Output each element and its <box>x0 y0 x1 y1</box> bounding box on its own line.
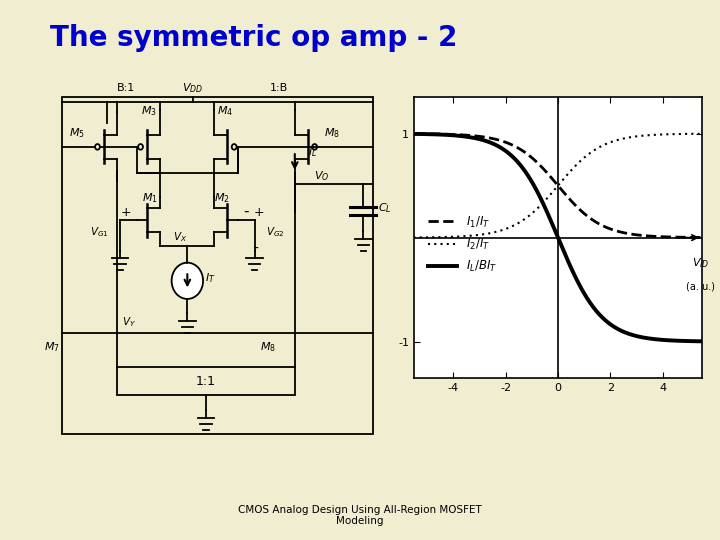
Text: B:1: B:1 <box>117 83 135 93</box>
Text: $V_O$: $V_O$ <box>313 169 329 183</box>
Text: $M_2$: $M_2$ <box>214 191 229 205</box>
Text: +: + <box>121 206 132 219</box>
Circle shape <box>232 144 237 150</box>
Text: The symmetric op amp - 2: The symmetric op amp - 2 <box>50 24 458 52</box>
Legend: $I_1/I_T$, $I_2/I_T$, $I_L/BI_T$: $I_1/I_T$, $I_2/I_T$, $I_L/BI_T$ <box>423 210 503 279</box>
Text: $C_L$: $C_L$ <box>378 201 392 214</box>
Circle shape <box>312 144 317 150</box>
Text: $M_8$: $M_8$ <box>260 340 276 354</box>
Text: $I_T$: $I_T$ <box>205 271 216 285</box>
Text: $V_X$: $V_X$ <box>173 230 187 244</box>
Text: $M_5$: $M_5$ <box>68 126 84 140</box>
Text: 1:1: 1:1 <box>196 375 216 388</box>
Circle shape <box>138 144 143 150</box>
Text: $M_8$: $M_8$ <box>324 126 340 140</box>
Text: -: - <box>243 204 249 219</box>
Text: $V_{G1}$: $V_{G1}$ <box>90 225 109 239</box>
Text: 1:B: 1:B <box>270 83 288 93</box>
Circle shape <box>95 144 100 150</box>
Text: (a. u.): (a. u.) <box>686 281 715 291</box>
Text: $M_3$: $M_3$ <box>140 104 156 118</box>
Bar <box>62 97 373 434</box>
Text: $M_1$: $M_1$ <box>143 191 158 205</box>
Text: $V_{G2}$: $V_{G2}$ <box>266 225 284 239</box>
Text: $V_{iD}$: $V_{iD}$ <box>692 256 709 270</box>
Text: CMOS Analog Design Using All-Region MOSFET
Modeling: CMOS Analog Design Using All-Region MOSF… <box>238 505 482 526</box>
Text: $V_{DD}$: $V_{DD}$ <box>182 80 204 94</box>
Bar <box>117 367 294 395</box>
Text: $V_Y$: $V_Y$ <box>122 315 136 329</box>
Text: $M_7$: $M_7$ <box>44 340 60 354</box>
Text: +: + <box>253 206 264 219</box>
Circle shape <box>171 262 203 299</box>
Text: -: - <box>253 242 258 256</box>
Text: $M_4$: $M_4$ <box>217 104 233 118</box>
Text: $I_L$: $I_L$ <box>308 145 317 159</box>
